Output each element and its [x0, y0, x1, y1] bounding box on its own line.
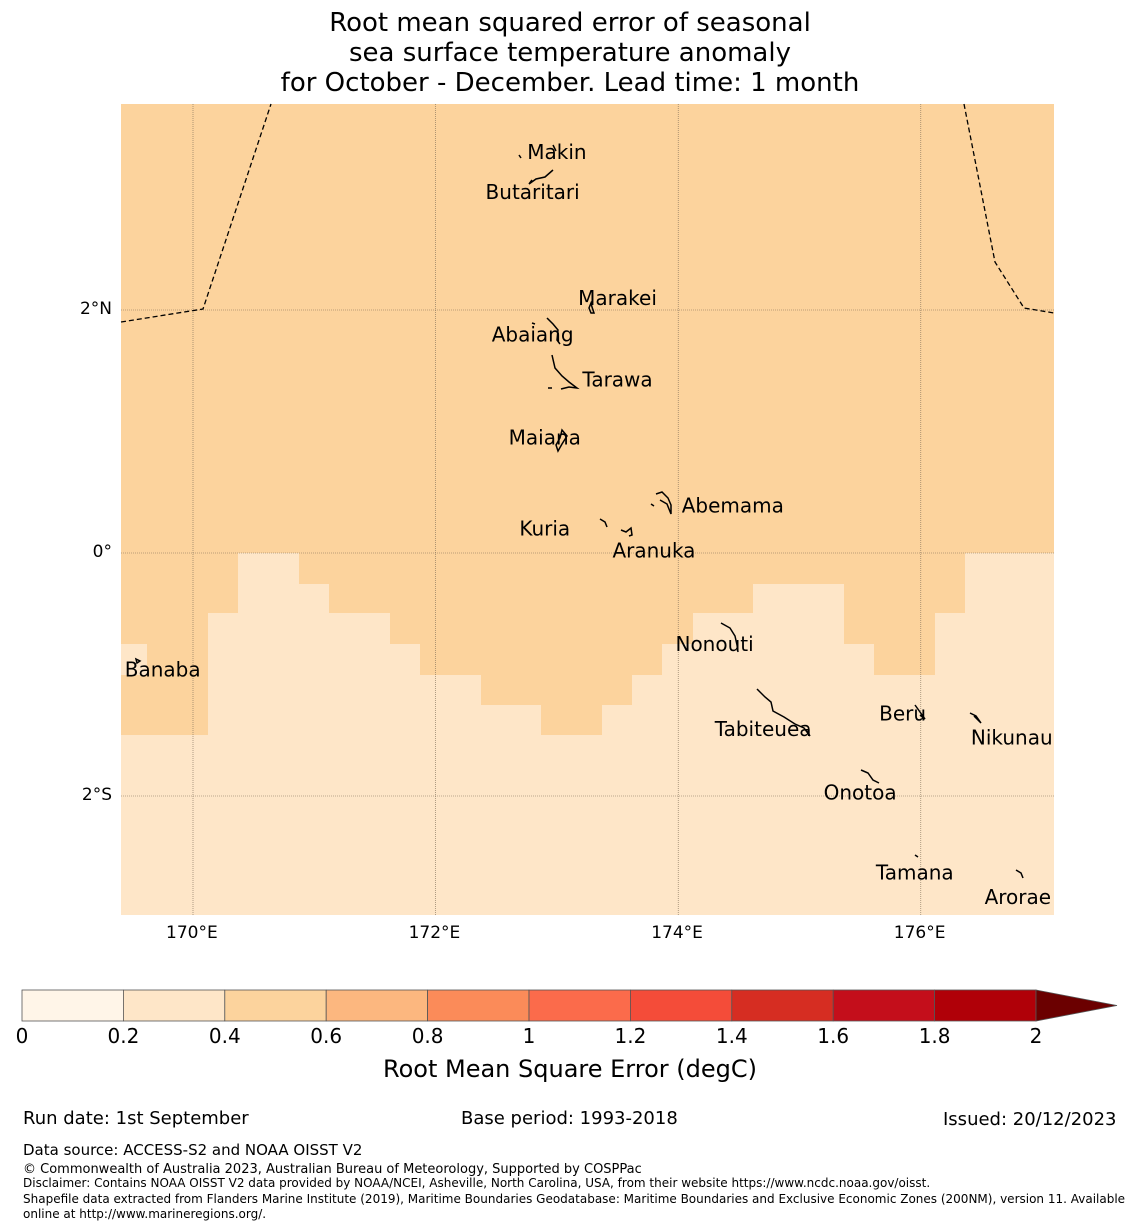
maritime-boundaries	[120, 103, 1055, 323]
colorbar-tick-label-3: 0.6	[310, 1024, 343, 1048]
disclaimer: Disclaimer: Contains NOAA OISST V2 data …	[23, 1176, 931, 1190]
colorbar-extend-arrow	[1035, 989, 1118, 1022]
y-tick-label-0: 2°N	[79, 299, 112, 319]
colorbar-segment-9	[934, 989, 1037, 1022]
island-label-abemama: Abemama	[682, 494, 784, 518]
title-line-1: Root mean squared error of seasonal	[329, 8, 811, 38]
rmse-mid-region	[121, 104, 1054, 735]
coast-tabiteuea	[756, 688, 811, 737]
island-label-tabiteuea: Tabiteuea	[714, 717, 812, 741]
data-source: Data source: ACCESS-S2 and NOAA OISST V2	[23, 1141, 363, 1159]
x-tick-label-2: 174°E	[651, 923, 703, 943]
colorbar-tick-label-0: 0	[15, 1024, 29, 1048]
run-date: Run date: 1st September	[23, 1108, 249, 1129]
colorbar-segment-6	[630, 989, 733, 1022]
coast-aranuka	[620, 526, 633, 537]
colorbar-segment-8	[832, 989, 936, 1022]
coast-banaba	[134, 657, 142, 665]
coast-tarawa	[548, 354, 580, 390]
colorbar-segment-2	[224, 989, 327, 1022]
coastlines	[134, 144, 1024, 879]
x-tick-label-3: 176°E	[893, 923, 946, 943]
colorbar-tick-label-8: 1.6	[817, 1024, 850, 1048]
title-line-3: for October - December. Lead time: 1 mon…	[280, 68, 860, 98]
colorbar-tick-label-7: 1.4	[715, 1024, 748, 1048]
coast-abemama	[650, 491, 672, 515]
base-period: Base period: 1993-2018	[461, 1108, 678, 1129]
island-label-banaba: Banaba	[125, 658, 201, 682]
colorbar-tick-label-1: 0.2	[107, 1024, 140, 1048]
y-tick-label-1: 0°	[92, 542, 112, 562]
island-label-marakei: Marakei	[578, 286, 657, 310]
rmse-field	[121, 104, 1054, 915]
coast-nonouti	[720, 622, 739, 653]
x-tick-label-0: 170°E	[166, 923, 218, 943]
coast-makin	[518, 144, 557, 159]
coast-arorae	[1015, 869, 1024, 879]
colorbar-segment-5	[528, 989, 631, 1022]
island-label-onotoa: Onotoa	[824, 780, 897, 804]
issued-date: Issued: 20/12/2023	[943, 1109, 1117, 1130]
island-label-tamana: Tamana	[875, 861, 954, 885]
shapefile-credit-line-1: Shapefile data extracted from Flanders M…	[23, 1192, 1126, 1206]
copyright: © Commonwealth of Australia 2023, Austra…	[23, 1162, 642, 1177]
island-label-nonouti: Nonouti	[675, 632, 753, 656]
island-label-abaiang: Abaiang	[492, 322, 574, 346]
colorbar-segment-7	[731, 989, 834, 1022]
coast-butaritari	[528, 169, 554, 185]
colorbar-tick-label-5: 1	[522, 1024, 536, 1048]
colorbar-segment-3	[325, 989, 429, 1022]
island-label-beru: Beru	[879, 701, 926, 725]
colorbar-tick-label-10: 2	[1029, 1024, 1043, 1048]
coast-nikunau	[969, 712, 982, 724]
island-label-arorae: Arorae	[985, 885, 1051, 909]
colorbar-segment-4	[427, 989, 530, 1022]
island-label-aranuka: Aranuka	[612, 539, 695, 563]
colorbar-segment-1	[123, 989, 226, 1022]
coast-tamana	[914, 854, 919, 858]
coast-onotoa	[860, 769, 880, 784]
eez-boundary-east	[963, 103, 1055, 314]
island-label-makin: Makin	[527, 140, 586, 164]
colorbar	[21, 989, 1118, 1022]
colorbar-segment-0	[21, 989, 124, 1022]
x-tick-label-1: 172°E	[408, 923, 461, 943]
colorbar-tick-label-4: 0.8	[411, 1024, 444, 1048]
coast-kuria	[599, 518, 608, 528]
island-label-nikunau: Nikunau	[971, 726, 1053, 750]
colorbar-label: Root Mean Square Error (degC)	[383, 1055, 757, 1083]
island-label-tarawa: Tarawa	[581, 367, 652, 391]
shapefile-credit-line-2: online at http://www.marineregions.org/.	[23, 1207, 267, 1221]
island-label-butaritari: Butaritari	[486, 180, 580, 204]
coast-marakei	[588, 300, 596, 314]
y-tick-label-2: 2°S	[81, 785, 112, 805]
graticule	[121, 104, 1054, 915]
coast-abaiang	[531, 317, 561, 345]
coast-maiana	[555, 428, 568, 453]
title-line-2: sea surface temperature anomaly	[349, 38, 791, 68]
island-label-maiana: Maiana	[509, 426, 581, 450]
island-label-kuria: Kuria	[519, 517, 570, 541]
colorbar-tick-label-2: 0.4	[208, 1024, 241, 1048]
coast-beru	[914, 704, 926, 720]
colorbar-tick-label-6: 1.2	[614, 1024, 647, 1048]
colorbar-tick-label-9: 1.8	[918, 1024, 951, 1048]
eez-boundary-west	[120, 103, 272, 323]
